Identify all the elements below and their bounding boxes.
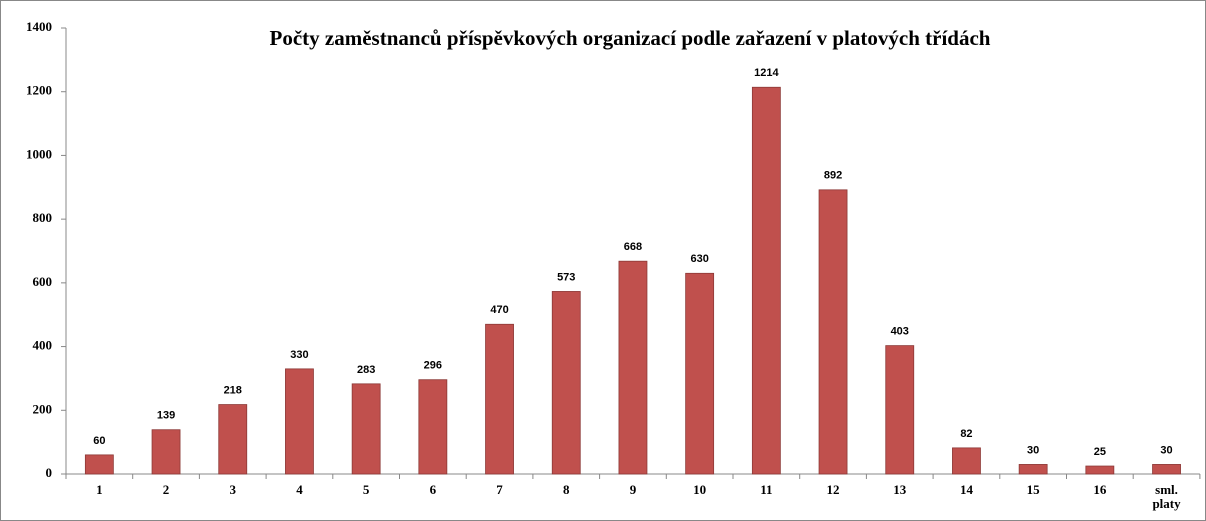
chart-title: Počty zaměstnanců příspěvkových organiza… [270, 26, 991, 50]
bar [84, 454, 114, 475]
bar [351, 383, 381, 475]
y-tick-label: 1200 [26, 83, 52, 98]
data-label: 470 [490, 304, 508, 316]
y-tick-label: 400 [33, 338, 53, 353]
x-tick-label: sml. platy [1152, 482, 1181, 511]
y-tick-label: 1000 [26, 146, 52, 161]
y-tick-label: 1400 [26, 19, 52, 34]
bar [751, 86, 781, 475]
x-tick-label: 11 [760, 482, 773, 497]
x-tick-label: 1 [96, 482, 103, 497]
data-label: 296 [424, 360, 442, 372]
data-label: 283 [357, 364, 375, 376]
x-tick-label: 6 [429, 482, 437, 497]
bar [151, 429, 181, 475]
bar [685, 272, 715, 475]
bar [1018, 464, 1048, 475]
data-label: 403 [891, 326, 909, 338]
data-label: 892 [824, 170, 842, 182]
bar [418, 379, 448, 475]
bar [551, 291, 581, 475]
data-label: 30 [1160, 444, 1172, 456]
bar [618, 260, 648, 475]
y-tick-label: 200 [33, 401, 53, 416]
data-label: 573 [557, 271, 575, 283]
bar [1152, 464, 1181, 475]
data-label: 1214 [754, 67, 779, 79]
x-tick-label: 8 [563, 482, 570, 497]
data-label: 82 [960, 428, 972, 440]
data-label: 330 [290, 349, 308, 361]
bar [885, 345, 915, 475]
x-tick-label: 2 [162, 482, 170, 497]
x-tick-label: 5 [362, 482, 370, 497]
bar [1085, 465, 1115, 475]
x-tick-label: 10 [693, 482, 707, 497]
x-tick-label: 14 [959, 482, 973, 497]
y-tick-label: 600 [33, 274, 53, 289]
bar [485, 323, 514, 475]
y-tick-label: 800 [33, 210, 53, 225]
x-tick-label: 15 [1026, 482, 1040, 497]
x-tick-label: 7 [496, 482, 503, 497]
bar [952, 447, 981, 475]
data-label: 60 [93, 435, 105, 447]
x-tick-label: 9 [629, 482, 637, 497]
x-tick-label: 12 [826, 482, 840, 497]
data-label: 30 [1027, 444, 1039, 456]
data-label: 218 [224, 384, 242, 396]
x-tick-label: 16 [1093, 482, 1107, 497]
data-label: 668 [624, 241, 642, 253]
bar [818, 189, 848, 475]
data-label: 630 [690, 253, 708, 265]
y-tick-label: 0 [46, 465, 53, 480]
bar [218, 404, 248, 475]
data-label: 139 [157, 410, 175, 422]
x-tick-label: 3 [229, 482, 237, 497]
data-label: 25 [1094, 446, 1106, 458]
x-tick-label: 4 [296, 482, 303, 497]
x-tick-label: 13 [893, 482, 907, 497]
bar [285, 368, 314, 475]
